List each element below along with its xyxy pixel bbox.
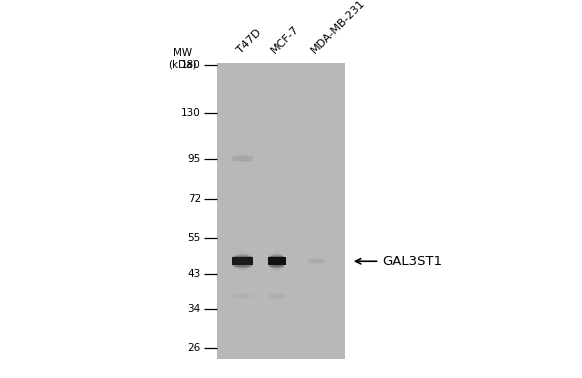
Text: GAL3ST1: GAL3ST1 xyxy=(356,255,442,268)
Bar xyxy=(240,251,245,271)
Text: 43: 43 xyxy=(187,269,201,279)
Text: 130: 130 xyxy=(181,108,201,118)
Bar xyxy=(269,256,285,266)
Bar xyxy=(238,153,247,164)
Bar xyxy=(240,291,245,301)
Text: 95: 95 xyxy=(187,153,201,164)
Bar xyxy=(269,294,285,299)
Bar xyxy=(268,294,286,298)
Bar xyxy=(310,259,324,264)
Bar xyxy=(235,155,250,163)
Text: MW
(kDa): MW (kDa) xyxy=(168,48,197,70)
Bar xyxy=(232,294,253,298)
Bar xyxy=(268,257,286,265)
Text: 26: 26 xyxy=(187,342,201,353)
Bar xyxy=(311,258,322,264)
Bar xyxy=(235,293,250,299)
Bar xyxy=(312,258,321,265)
Bar xyxy=(314,257,319,266)
Bar xyxy=(232,156,253,161)
Text: T47D: T47D xyxy=(236,28,264,56)
Bar xyxy=(236,154,249,163)
Bar xyxy=(240,153,245,164)
Bar xyxy=(273,292,281,300)
Bar xyxy=(236,254,249,269)
Text: 72: 72 xyxy=(187,194,201,204)
Text: MCF-7: MCF-7 xyxy=(269,24,301,56)
Bar xyxy=(235,255,250,268)
Bar xyxy=(232,257,253,265)
Bar xyxy=(238,252,247,270)
Text: 180: 180 xyxy=(181,60,201,70)
Bar xyxy=(272,293,282,300)
Text: MDA-MB-231: MDA-MB-231 xyxy=(310,0,367,56)
Bar xyxy=(275,251,279,271)
Bar xyxy=(271,255,283,268)
Bar xyxy=(272,254,282,269)
Bar xyxy=(313,257,320,265)
Bar xyxy=(273,252,281,270)
Text: 55: 55 xyxy=(187,233,201,243)
Text: 34: 34 xyxy=(187,304,201,313)
Bar xyxy=(271,293,283,299)
Bar xyxy=(233,256,252,266)
Bar xyxy=(233,294,252,299)
Bar xyxy=(238,292,247,300)
Bar xyxy=(233,155,252,162)
Bar xyxy=(275,291,279,301)
Bar xyxy=(308,259,325,263)
Bar xyxy=(217,63,345,359)
Bar xyxy=(236,293,249,300)
